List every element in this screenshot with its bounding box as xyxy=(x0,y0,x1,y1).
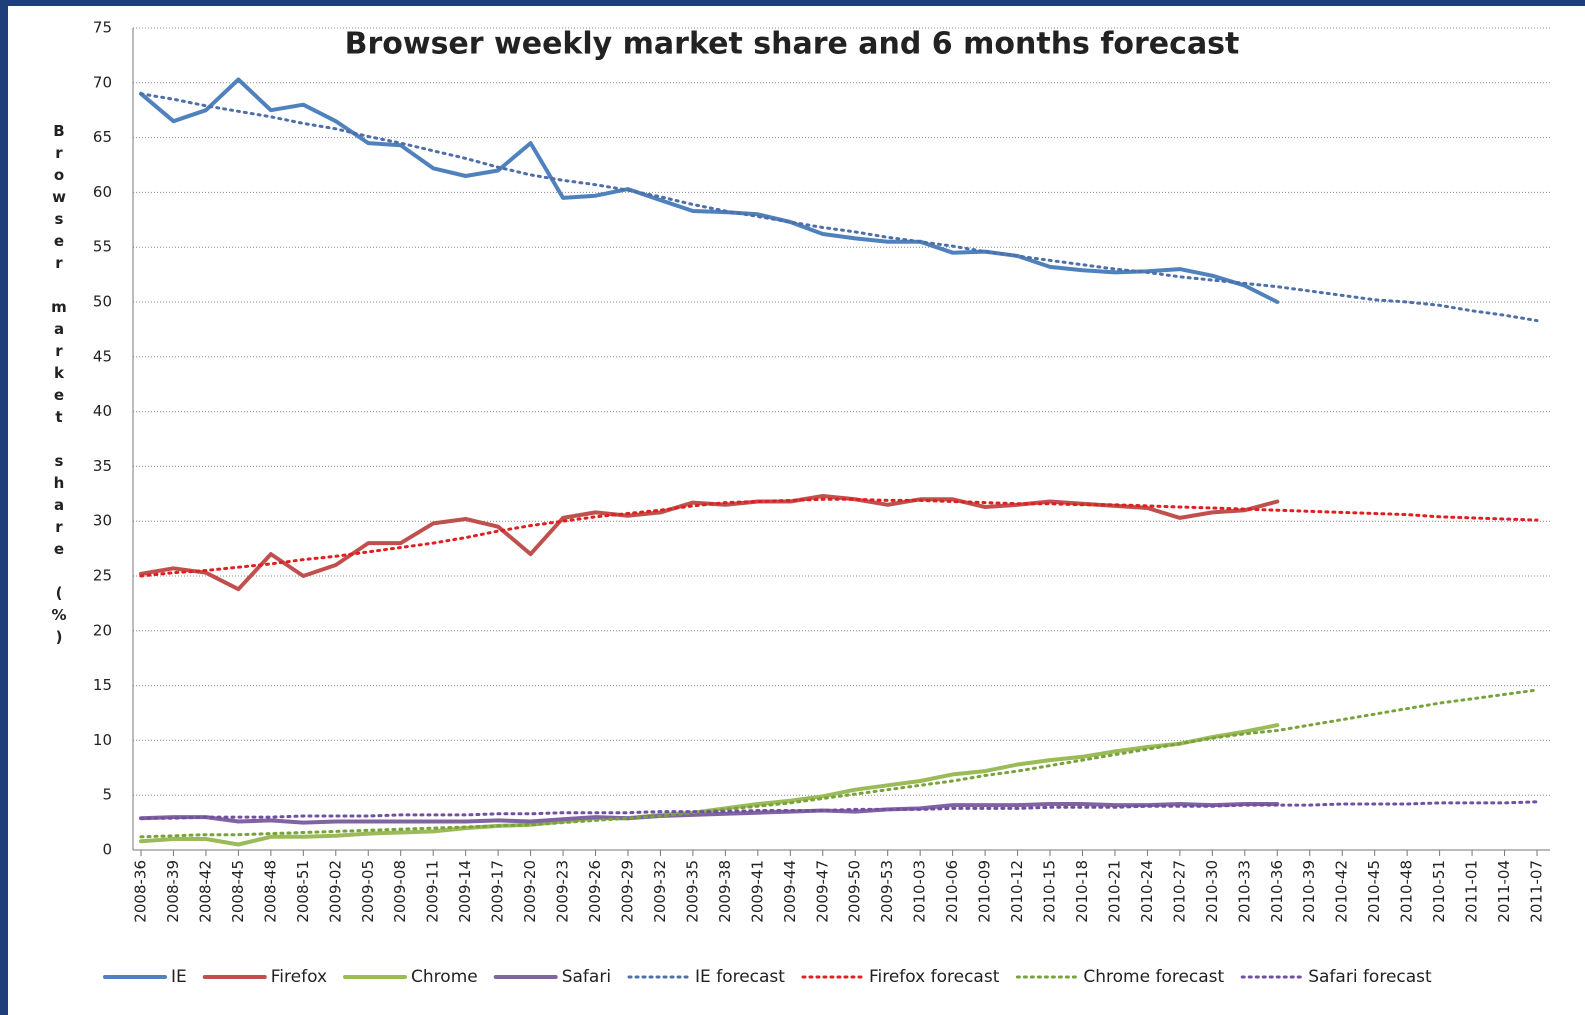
y-tick-label: 35 xyxy=(93,457,112,475)
x-tick-label: 2009-41 xyxy=(748,860,766,923)
x-tick-label: 2008-39 xyxy=(164,860,182,923)
y-tick-label: 25 xyxy=(93,567,112,585)
legend-label: Chrome forecast xyxy=(1083,967,1224,987)
x-tick-label: 2010-24 xyxy=(1138,860,1156,923)
y-tick-label: 60 xyxy=(93,183,112,201)
x-tick-label: 2009-50 xyxy=(846,860,864,923)
y-tick-label: 20 xyxy=(93,621,112,639)
chart-title: Browser weekly market share and 6 months… xyxy=(345,27,1240,62)
legend-label: Chrome xyxy=(411,967,478,987)
x-tick-label: 2009-26 xyxy=(586,860,604,923)
y-tick-label: 5 xyxy=(102,786,112,804)
forecast-line xyxy=(139,92,1539,323)
x-tick-label: 2009-20 xyxy=(521,860,539,923)
x-tick-label: 2011-01 xyxy=(1463,860,1481,923)
y-axis-label: Browser market share (%) xyxy=(50,122,68,650)
x-tick-label: 2011-04 xyxy=(1495,860,1513,923)
frame-left xyxy=(0,0,8,1015)
x-tick-label: 2008-48 xyxy=(261,860,279,923)
x-tick-label: 2008-51 xyxy=(294,860,312,923)
x-tick-label: 2010-09 xyxy=(976,860,994,923)
legend-label: Safari xyxy=(562,967,611,987)
x-tick-label: 2010-03 xyxy=(911,860,929,923)
y-tick-label: 45 xyxy=(93,347,112,365)
legend-label: Safari forecast xyxy=(1308,967,1432,987)
x-tick-label: 2010-36 xyxy=(1268,860,1286,923)
forecast-line xyxy=(139,688,1539,839)
y-tick-label: 40 xyxy=(93,402,112,420)
x-tick-label: 2010-21 xyxy=(1105,860,1123,923)
frame-top xyxy=(0,0,1585,6)
x-tick-label: 2009-35 xyxy=(683,860,701,923)
x-tick-label: 2010-27 xyxy=(1170,860,1188,923)
x-tick-label: 2010-12 xyxy=(1008,860,1026,923)
series-line xyxy=(139,802,1280,825)
y-tick-label: 10 xyxy=(93,731,112,749)
series-line xyxy=(139,77,1280,304)
x-tick-label: 2008-45 xyxy=(229,860,247,923)
x-tick-label: 2010-51 xyxy=(1430,860,1448,923)
x-tick-label: 2010-45 xyxy=(1365,860,1383,923)
y-tick-label: 30 xyxy=(93,512,112,530)
x-tick-label: 2009-47 xyxy=(813,860,831,923)
x-tick-label: 2010-39 xyxy=(1300,860,1318,923)
x-tick-label: 2009-29 xyxy=(618,860,636,923)
x-tick-label: 2010-48 xyxy=(1398,860,1416,923)
y-tick-label: 50 xyxy=(93,293,112,311)
y-tick-label: 15 xyxy=(93,676,112,694)
x-tick-label: 2009-02 xyxy=(326,860,344,923)
x-tick-label: 2009-44 xyxy=(781,860,799,923)
x-tick-label: 2008-36 xyxy=(132,860,150,923)
x-tick-label: 2010-33 xyxy=(1235,860,1253,923)
series-line xyxy=(139,494,1280,592)
legend-label: IE forecast xyxy=(695,967,785,987)
y-tick-label: 75 xyxy=(93,19,112,37)
legend-label: Firefox forecast xyxy=(869,967,1000,987)
x-tick-label: 2010-42 xyxy=(1333,860,1351,923)
x-tick-label: 2009-38 xyxy=(716,860,734,923)
y-tick-label: 55 xyxy=(93,238,112,256)
x-tick-label: 2009-23 xyxy=(554,860,572,923)
x-tick-label: 2008-42 xyxy=(196,860,214,923)
y-tick-label: 65 xyxy=(93,128,112,146)
x-tick-label: 2010-30 xyxy=(1203,860,1221,923)
x-tick-label: 2010-15 xyxy=(1041,860,1059,923)
x-tick-label: 2010-18 xyxy=(1073,860,1091,923)
x-tick-label: 2009-14 xyxy=(456,860,474,923)
legend-label: Firefox xyxy=(271,967,327,987)
x-tick-label: 2011-07 xyxy=(1528,860,1546,923)
x-tick-label: 2009-32 xyxy=(651,860,669,923)
forecast-line xyxy=(139,497,1539,578)
x-tick-label: 2009-08 xyxy=(391,860,409,923)
x-tick-label: 2010-06 xyxy=(943,860,961,923)
y-tick-label: 0 xyxy=(102,841,112,859)
x-tick-label: 2009-53 xyxy=(878,860,896,923)
forecast-line xyxy=(139,800,1539,820)
series-line xyxy=(139,723,1280,847)
x-tick-label: 2009-17 xyxy=(489,860,507,923)
x-tick-label: 2009-05 xyxy=(359,860,377,923)
y-tick-label: 70 xyxy=(93,73,112,91)
legend-label: IE xyxy=(171,967,187,987)
x-tick-label: 2009-11 xyxy=(424,860,442,923)
